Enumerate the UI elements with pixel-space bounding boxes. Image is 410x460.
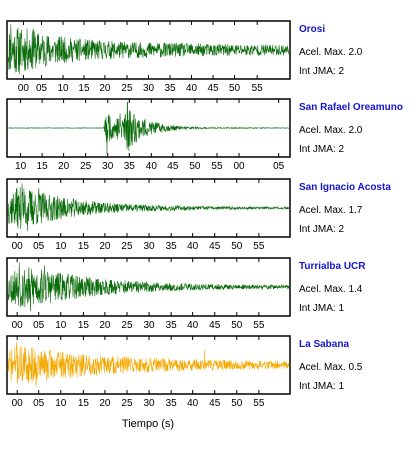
x-tick-label: 55 [253, 398, 265, 409]
x-tick-label: 35 [124, 161, 136, 172]
int-jma-text: Int JMA: 2 [299, 224, 344, 235]
x-tick-label: 05 [33, 398, 45, 409]
x-tick-label: 05 [33, 320, 45, 331]
panel-frame [6, 257, 291, 317]
x-tick-label: 45 [209, 320, 221, 331]
x-tick-label: 50 [229, 83, 241, 94]
x-tick-label: 00 [18, 83, 30, 94]
accel-max-text: Acel. Max. 2.0 [299, 125, 363, 136]
station-name: La Sabana [299, 339, 349, 350]
x-tick-label: 25 [121, 398, 133, 409]
panel-frame [6, 335, 291, 395]
station-name: Orosi [299, 24, 325, 35]
x-tick-label: 10 [15, 161, 27, 172]
x-tick-label: 35 [164, 83, 176, 94]
x-tick-label: 00 [12, 320, 24, 331]
x-tick-label: 15 [37, 161, 49, 172]
x-tick-label: 30 [144, 241, 156, 252]
x-tick-label: 40 [146, 161, 158, 172]
panel-frame [6, 98, 291, 158]
waveform-trace [7, 262, 290, 312]
panel-orosi: 00 05 10 15 20 25 30 35 40 45 50 55 Orosi Acel. Max. … [6, 20, 363, 94]
int-jma-text: Int JMA: 1 [299, 381, 344, 392]
x-tick-label: 30 [102, 161, 114, 172]
x-tick-label: 40 [187, 320, 199, 331]
x-tick-label: 30 [143, 83, 155, 94]
int-jma-text: Int JMA: 2 [299, 66, 344, 77]
x-tick-label: 50 [231, 320, 243, 331]
x-tick-label: 20 [99, 398, 111, 409]
x-tick-label: 40 [187, 398, 199, 409]
x-tick-label: 35 [166, 320, 178, 331]
x-tick-label: 15 [78, 241, 90, 252]
x-tick-label: 45 [209, 241, 221, 252]
x-tick-label: 15 [78, 398, 90, 409]
x-tick-label: 10 [57, 83, 69, 94]
x-tick-label: 10 [55, 241, 67, 252]
panel-frame [6, 178, 291, 238]
x-tick-label: 55 [253, 241, 265, 252]
x-tick-label: 25 [121, 320, 133, 331]
station-name: Turrialba UCR [299, 261, 366, 272]
x-tick-label: 10 [55, 320, 67, 331]
x-tick-label: 25 [121, 241, 133, 252]
x-tick-label: 05 [36, 83, 48, 94]
x-axis-label: Tiempo (s) [122, 418, 174, 430]
x-tick-label: 30 [144, 320, 156, 331]
x-tick-label: 15 [78, 83, 90, 94]
station-name: San Rafael Oreamuno [299, 102, 403, 113]
panel-turrialba-ucr: 00 05 10 15 20 25 30 35 40 45 50 55 Turrialba UCR Ace… [6, 257, 366, 331]
int-jma-text: Int JMA: 2 [299, 144, 344, 155]
x-tick-label: 35 [166, 398, 178, 409]
x-tick-label: 05 [273, 161, 285, 172]
x-tick-label: 40 [187, 241, 199, 252]
x-tick-label: 20 [58, 161, 70, 172]
x-tick-label: 40 [186, 83, 198, 94]
station-name: San Ignacio Acosta [299, 182, 391, 193]
waveform-trace [7, 342, 290, 387]
x-tick-label: 55 [253, 320, 265, 331]
x-tick-label: 30 [144, 398, 156, 409]
waveform-trace [7, 24, 290, 75]
panel-san-ignacio-acosta: 00 05 10 15 20 25 30 35 40 45 50 55 San Ignacio Acos… [6, 178, 391, 252]
x-tick-label: 45 [209, 398, 221, 409]
x-tick-label: 55 [211, 161, 223, 172]
x-tick-label: 50 [231, 398, 243, 409]
accel-max-text: Acel. Max. 1.4 [299, 284, 363, 295]
x-tick-label: 20 [99, 241, 111, 252]
x-tick-label: 55 [252, 83, 264, 94]
x-tick-label: 20 [99, 83, 111, 94]
accel-max-text: Acel. Max. 1.7 [299, 205, 363, 216]
x-tick-label: 00 [12, 241, 24, 252]
x-tick-label: 50 [189, 161, 201, 172]
x-tick-label: 25 [80, 161, 92, 172]
x-tick-label: 35 [166, 241, 178, 252]
waveform-trace [7, 183, 290, 231]
x-tick-label: 45 [207, 83, 219, 94]
x-tick-label: 50 [231, 241, 243, 252]
accel-max-text: Acel. Max. 2.0 [299, 47, 363, 58]
x-tick-label: 25 [121, 83, 133, 94]
panel-la-sabana: 00 05 10 15 20 25 30 35 40 45 50 55 La Sabana Acel. M… [6, 335, 363, 409]
int-jma-text: Int JMA: 1 [299, 303, 344, 314]
x-tick-label: 20 [99, 320, 111, 331]
waveform-trace [7, 102, 290, 154]
x-tick-label: 05 [33, 241, 45, 252]
x-tick-label: 45 [167, 161, 179, 172]
accel-max-text: Acel. Max. 0.5 [299, 362, 363, 373]
x-tick-label: 10 [55, 398, 67, 409]
panel-san-rafael-oreamuno: 10 15 20 25 30 35 40 45 50 55 00 05 San Rafael Oream… [6, 98, 403, 172]
x-tick-label: 00 [12, 398, 24, 409]
x-tick-label: 15 [78, 320, 90, 331]
x-tick-label: 00 [233, 161, 245, 172]
